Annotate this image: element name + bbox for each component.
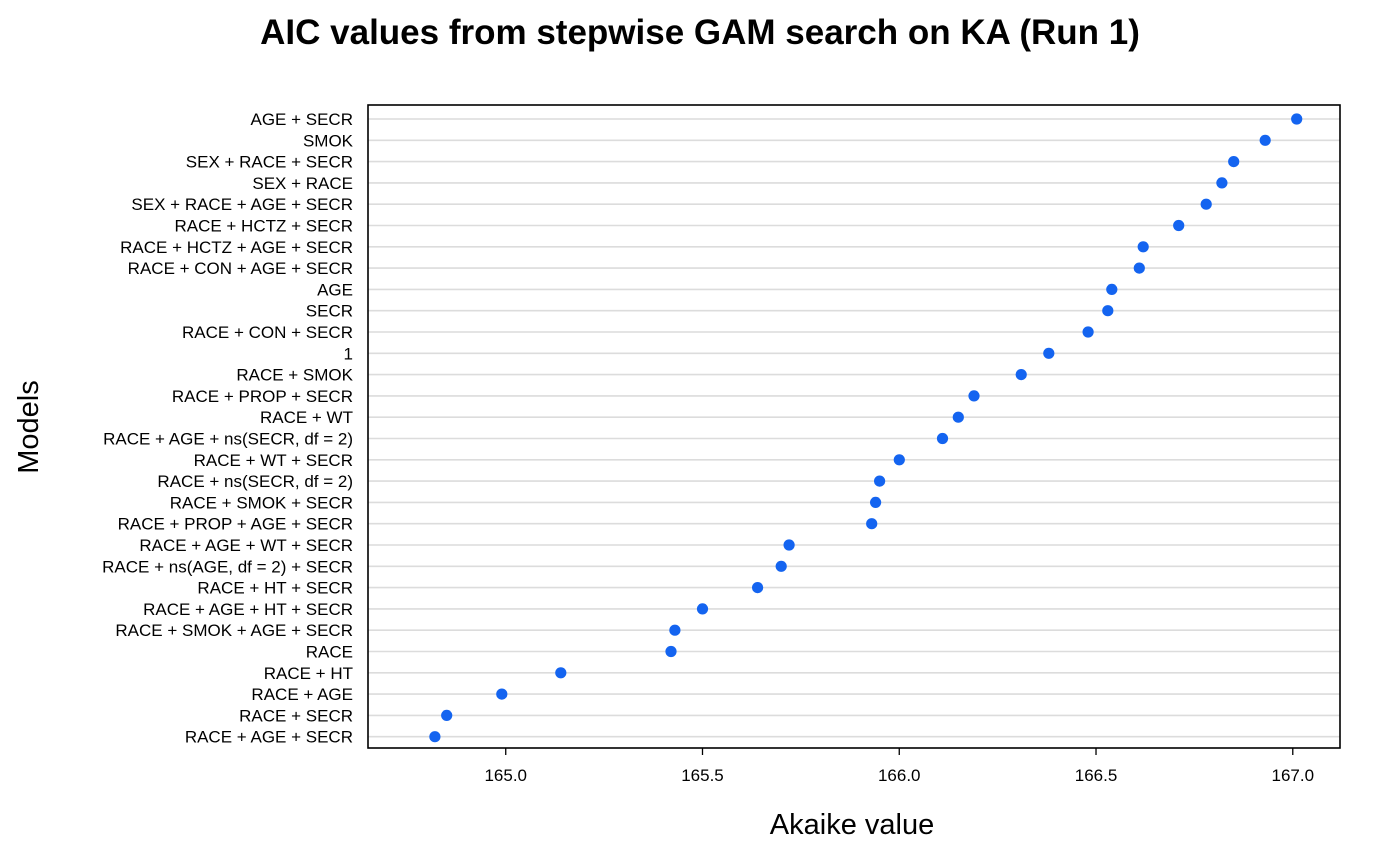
x-tick-label: 167.0 xyxy=(1272,766,1315,785)
data-point xyxy=(783,539,795,551)
data-point xyxy=(1082,326,1094,338)
plot-panel xyxy=(367,104,1341,749)
data-point xyxy=(1137,241,1149,253)
data-points xyxy=(429,113,1303,743)
data-point xyxy=(893,454,905,466)
y-tick-label: RACE + SMOK xyxy=(236,366,353,385)
y-tick-label: 1 xyxy=(344,344,353,363)
data-point xyxy=(1015,369,1027,381)
x-tick-label: 165.5 xyxy=(681,766,724,785)
data-point xyxy=(874,475,886,487)
y-tick-label: RACE + PROP + SECR xyxy=(172,387,353,406)
data-point xyxy=(952,411,964,423)
y-tick-labels: AGE + SECR SMOK SEX + RACE + SECR SEX + RAC… xyxy=(102,110,354,747)
y-tick-label: SMOK xyxy=(303,131,354,150)
y-tick-label: RACE + CON + SECR xyxy=(182,323,353,342)
data-point xyxy=(968,390,980,402)
y-tick-label: RACE + SECR xyxy=(239,706,353,725)
data-point xyxy=(555,667,567,679)
data-point xyxy=(1228,156,1240,168)
data-point xyxy=(429,731,441,743)
data-point xyxy=(1216,177,1228,189)
y-tick-label: SECR xyxy=(306,302,353,321)
y-tick-label: RACE + WT + SECR xyxy=(194,451,353,470)
y-tick-label: AGE + SECR xyxy=(250,110,353,129)
data-point xyxy=(1173,219,1185,232)
y-tick-label: SEX + RACE xyxy=(252,174,353,193)
data-point xyxy=(669,624,681,636)
x-axis-ticks: 165.0 165.5 166.0 166.5 167.0 xyxy=(484,748,1314,785)
x-tick-label: 166.5 xyxy=(1075,766,1118,785)
y-tick-label: RACE + PROP + AGE + SECR xyxy=(118,515,353,534)
y-tick-label: RACE + SMOK + AGE + SECR xyxy=(115,621,353,640)
x-tick-label: 166.0 xyxy=(878,766,921,785)
data-point xyxy=(1291,113,1303,125)
y-tick-label: RACE + HCTZ + SECR xyxy=(174,217,353,236)
y-tick-label: RACE + HT xyxy=(264,664,353,683)
data-point xyxy=(1106,283,1118,295)
y-tick-label: SEX + RACE + AGE + SECR xyxy=(131,195,353,214)
gridlines xyxy=(368,118,1340,738)
data-point xyxy=(496,688,508,700)
data-point xyxy=(752,582,764,594)
data-point xyxy=(936,432,949,445)
y-tick-label: RACE + AGE + ns(SECR, df = 2) xyxy=(103,430,353,449)
chart-title: AIC values from stepwise GAM search on K… xyxy=(260,13,1140,52)
data-point xyxy=(1200,198,1212,210)
y-tick-label: RACE + AGE + HT + SECR xyxy=(143,600,353,619)
data-point xyxy=(696,603,709,615)
y-tick-label: RACE + HCTZ + AGE + SECR xyxy=(120,238,353,257)
y-tick-label: RACE + SMOK + SECR xyxy=(170,493,353,512)
y-tick-label: RACE + WT xyxy=(260,408,353,427)
x-tick-label: 165.0 xyxy=(484,766,527,785)
data-point xyxy=(775,560,787,572)
y-tick-label: RACE + HT + SECR xyxy=(197,579,353,598)
y-tick-label: RACE + AGE + WT + SECR xyxy=(139,536,353,555)
data-point xyxy=(1043,347,1055,359)
y-tick-label: AGE xyxy=(317,280,353,299)
y-axis-title: Models xyxy=(13,380,45,474)
y-tick-label: SEX + RACE + SECR xyxy=(186,153,353,172)
y-tick-label: RACE + AGE xyxy=(251,685,353,704)
y-tick-label: RACE xyxy=(306,643,353,662)
y-tick-label: RACE + CON + AGE + SECR xyxy=(128,259,353,278)
data-point xyxy=(1259,134,1271,146)
data-point xyxy=(441,709,453,722)
data-point xyxy=(870,496,882,508)
y-tick-label: RACE + ns(AGE, df = 2) + SECR xyxy=(102,557,353,576)
y-tick-label: RACE + AGE + SECR xyxy=(185,728,353,747)
data-point xyxy=(1133,262,1145,274)
data-point xyxy=(665,645,677,658)
data-point xyxy=(866,518,878,530)
data-point xyxy=(1102,305,1114,317)
x-axis-title: Akaike value xyxy=(770,809,934,841)
y-tick-label: RACE + ns(SECR, df = 2) xyxy=(157,472,353,491)
